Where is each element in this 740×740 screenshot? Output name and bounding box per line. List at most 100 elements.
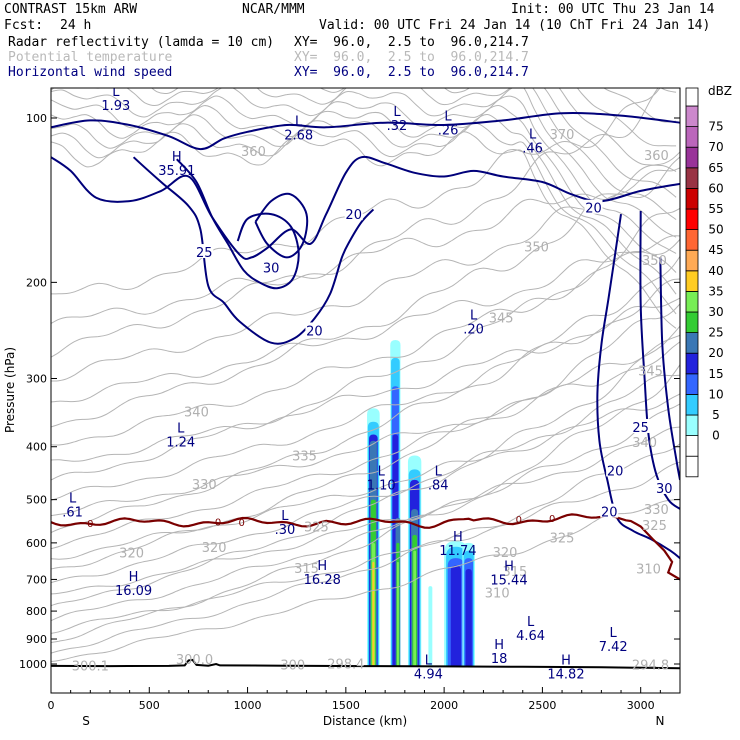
field-reflectivity-name: Radar reflectivity (lamda = 10 cm) (8, 35, 275, 50)
colorbar-swatch (685, 352, 699, 375)
wind-label: 20 (345, 208, 362, 223)
theta-label: 345 (489, 312, 514, 327)
wind-label: 20 (585, 202, 602, 217)
extremum-type: L (177, 422, 185, 437)
wind-labels: 25 30 20 20 20 25 20 30 20 (195, 199, 674, 521)
y-tick-label: 600 (26, 537, 47, 550)
theta-isentrope (51, 278, 680, 501)
extremum-value: 2.68 (284, 128, 313, 143)
colorbar-swatch (685, 332, 699, 354)
extremum-value: 4.64 (516, 629, 545, 644)
colorbar-label: 10 (708, 387, 723, 401)
theta-label: 310 (485, 587, 510, 602)
fcst-label: Fcst: (4, 18, 44, 33)
colorbar-label: 70 (708, 140, 723, 154)
extremum-type: H (453, 530, 463, 545)
extremum-value: 11.74 (439, 544, 476, 559)
wind-label: 20 (306, 324, 323, 339)
extremum-value: 18 (491, 652, 508, 667)
wind-label-bg (344, 206, 363, 221)
theta-isentrope (51, 151, 680, 324)
colorbar-swatch (685, 311, 699, 334)
theta-isentrope (51, 235, 680, 446)
field-wind-xy: XY= 96.0, 2.5 to 96.0,214.7 (294, 65, 529, 80)
colorbar-label: 20 (708, 346, 723, 360)
extremum-value: 1.24 (166, 436, 195, 451)
extremum-value: 1.10 (367, 478, 396, 493)
wind-label-bg (305, 322, 324, 337)
field-theta-name: Potential temperature (8, 50, 173, 65)
extremum-type: L (527, 615, 535, 630)
extremum-value: .46 (522, 142, 543, 157)
extremum-type: H (317, 559, 327, 574)
freezing-label: 0 (87, 519, 93, 530)
theta-stratosphere (51, 2, 676, 53)
colorbar-label: 40 (708, 264, 723, 278)
theta-stratosphere (51, 122, 677, 315)
theta-label: 320 (119, 547, 144, 562)
extremum-type: H (504, 560, 514, 575)
colorbar-label: 50 (708, 223, 723, 237)
extremum-value: .26 (438, 124, 459, 139)
wind-label-bg (584, 199, 603, 214)
field-theta-xy: XY= 96.0, 2.5 to 96.0,214.7 (294, 50, 529, 65)
theta-isentrope (51, 393, 680, 560)
extremum-value: .84 (428, 478, 449, 493)
extremum-type: L (112, 85, 120, 100)
extremum-value: 14.82 (547, 667, 584, 682)
x-tick-label: 500 (139, 699, 160, 712)
colorbar-swatch (685, 187, 699, 210)
extremum-type: H (494, 638, 504, 653)
freezing-label: 0 (516, 515, 522, 526)
colorbar-label: 0 (712, 429, 720, 443)
colorbar-label: 30 (708, 305, 723, 319)
y-axis-label: Pressure (hPa) (3, 347, 17, 433)
theta-label: 370 (550, 128, 575, 143)
extremum-value: .61 (62, 505, 83, 520)
y-tick-label: 400 (26, 441, 47, 454)
colorbar-swatch (685, 167, 699, 189)
freezing-level: 0 0 0 0 0 (51, 513, 680, 581)
extremum-value: .20 (463, 323, 484, 338)
wind-isotach (132, 156, 375, 345)
theta-label: 315 (294, 562, 319, 577)
wind-isotach (659, 257, 680, 481)
extremum-type: L (295, 114, 303, 129)
wind-label: 25 (632, 421, 649, 436)
theta-isentrope (51, 256, 680, 533)
field-wind-name: Horizontal wind speed (8, 65, 173, 80)
colorbar-swatch (685, 414, 699, 437)
extremum-type: L (425, 653, 433, 668)
colorbar-swatch (685, 393, 699, 416)
y-tick-label: 700 (26, 573, 47, 586)
freezing-label: 0 (549, 514, 555, 525)
extremum-type: L (435, 464, 443, 479)
reflectivity-cell-35dbz (413, 550, 417, 667)
extremum-value: 4.94 (414, 667, 443, 682)
extremum-type: L (470, 309, 478, 324)
theta-isentrope (51, 498, 680, 662)
theta-stratosphere (51, 131, 677, 329)
colorbar-label: 75 (708, 120, 723, 134)
x-tick-label: 2000 (430, 699, 458, 712)
wind-label-bg (631, 418, 650, 433)
extremum-value: 1.93 (101, 99, 130, 114)
theta-isentrope (51, 443, 680, 654)
theta-isentrope (51, 341, 680, 517)
axes: 0 500 1000 1500 2000 2500 30001002003004005006… (19, 112, 680, 712)
north-label: N (656, 714, 665, 728)
theta-label: 340 (184, 406, 209, 421)
center-label: NCAR/MMM (242, 2, 305, 17)
y-tick-label: 900 (26, 633, 47, 646)
south-label: S (82, 714, 90, 728)
theta-label: 300.0 (176, 653, 213, 668)
y-tick-label: 1000 (19, 658, 47, 671)
extremum-value: 15.44 (490, 574, 527, 589)
wind-label: 20 (601, 506, 618, 521)
extremum-value: .32 (387, 119, 408, 134)
theta-stratosphere (660, 88, 677, 93)
wind-isotach (176, 158, 300, 290)
colorbar-swatch (685, 249, 699, 272)
colorbar-unit: dBZ (708, 84, 732, 98)
